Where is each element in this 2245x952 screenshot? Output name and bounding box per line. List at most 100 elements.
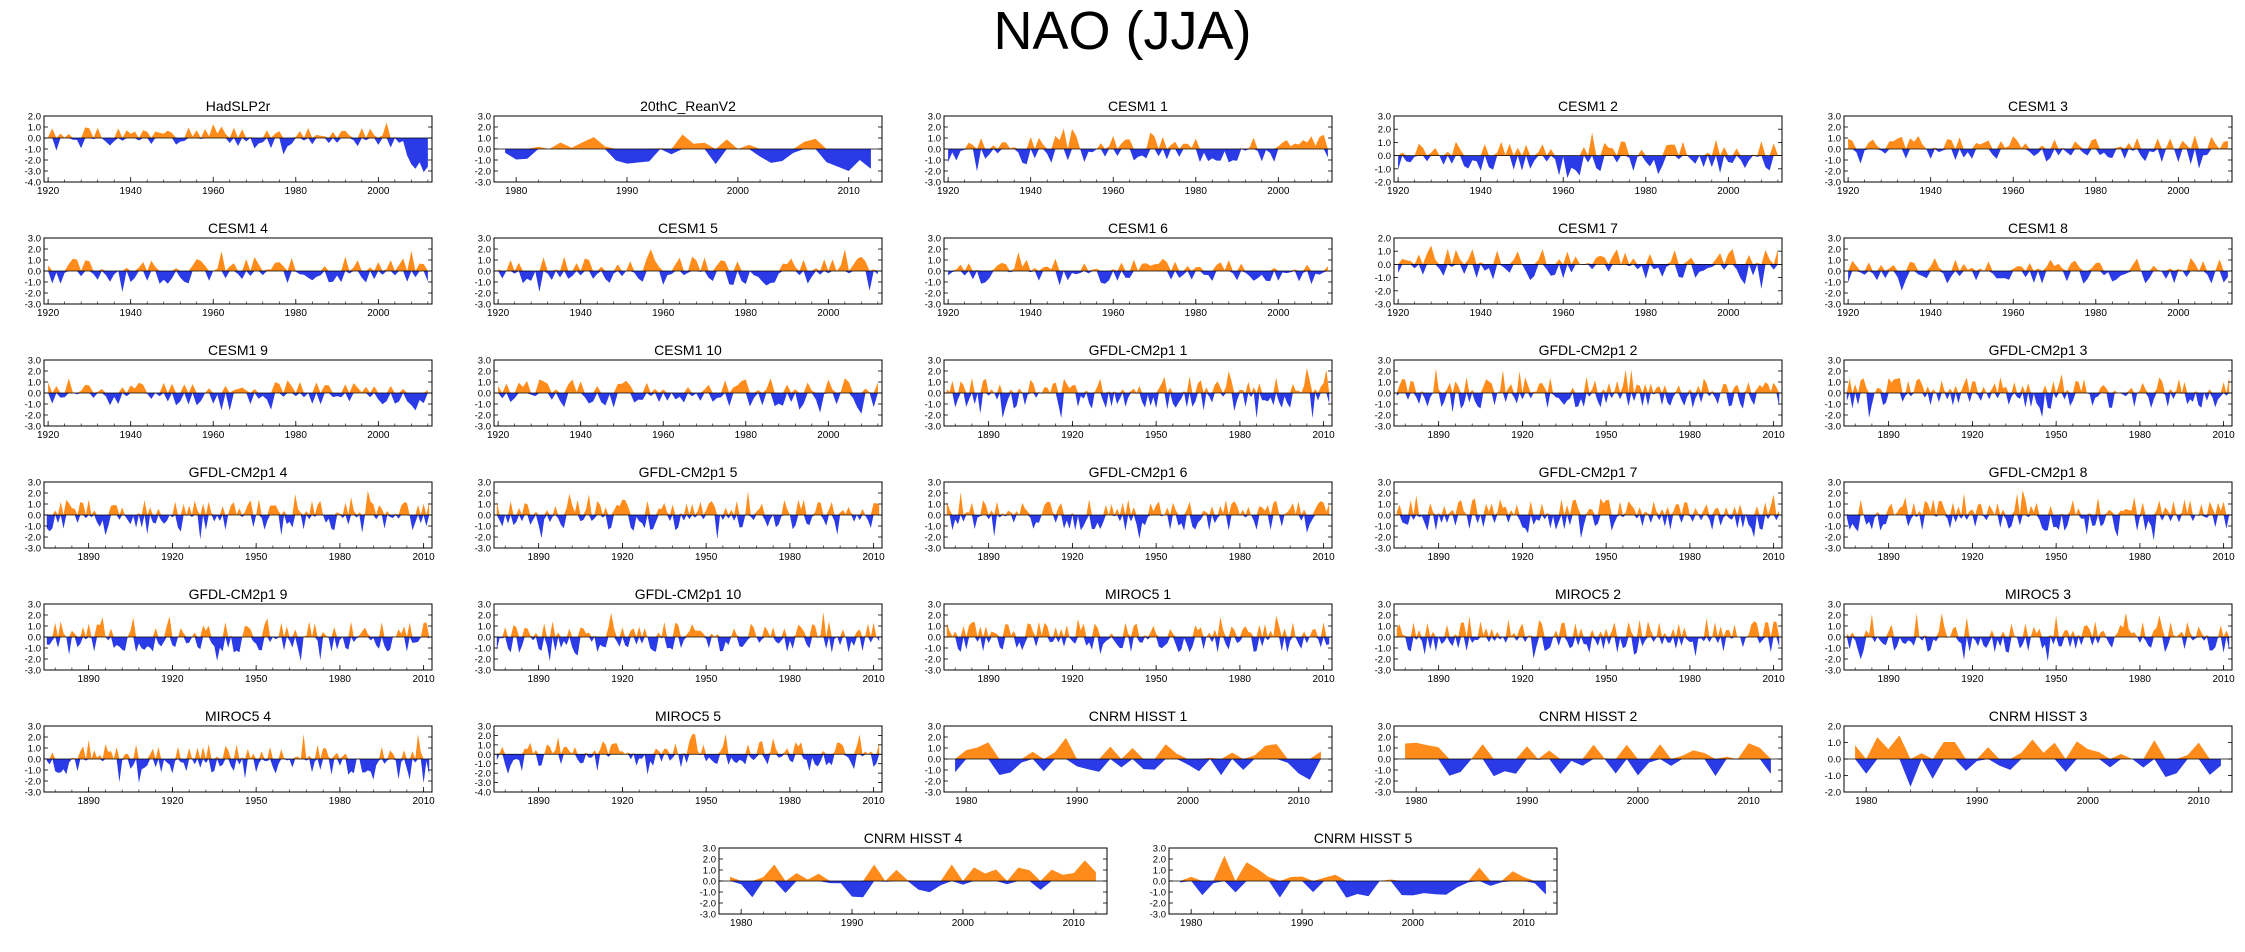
y-tick-label: 2.0 xyxy=(928,611,941,622)
y-tick-label: 2.0 xyxy=(703,855,716,866)
y-tick-label: -1.0 xyxy=(925,278,941,289)
x-tick-label: 2000 xyxy=(952,918,975,929)
y-tick-label: 0.0 xyxy=(1828,389,1841,400)
positive-area xyxy=(1398,132,1778,156)
y-tick-label: -3.0 xyxy=(1825,300,1841,311)
x-tick-label: 1920 xyxy=(37,186,60,197)
y-tick-label: 1.0 xyxy=(1378,138,1391,149)
x-tick-label: 2010 xyxy=(863,796,886,807)
y-tick-label: -2.0 xyxy=(25,289,41,300)
y-tick-label: -2.0 xyxy=(25,777,41,788)
positive-area xyxy=(948,252,1328,271)
y-tick-label: -3.0 xyxy=(1825,422,1841,433)
y-tick-label: -3.0 xyxy=(25,300,41,311)
y-tick-label: 0.0 xyxy=(928,511,941,522)
x-tick-label: 1960 xyxy=(652,308,675,319)
x-tick-label: 1920 xyxy=(487,430,510,441)
y-tick-label: 3.0 xyxy=(478,112,491,123)
negative-area xyxy=(1405,759,1771,777)
y-tick-label: -3.0 xyxy=(1375,544,1391,555)
positive-area xyxy=(48,122,428,138)
y-tick-label: 2.0 xyxy=(478,489,491,500)
x-tick-label: 1960 xyxy=(2002,308,2025,319)
panel-chart: 3.02.01.00.0-1.0-2.0-3.0 1890 1920 1950 1980… xyxy=(1825,478,2236,564)
x-tick-label: 1960 xyxy=(1552,186,1575,197)
x-tick-label: 1940 xyxy=(1470,308,1493,319)
y-tick-label: 0.0 xyxy=(478,267,491,278)
x-tick-label: 2010 xyxy=(1763,552,1786,563)
y-tick-label: -3.0 xyxy=(925,422,941,433)
y-tick-label: 2.0 xyxy=(1828,722,1841,733)
y-tick-label: -4.0 xyxy=(475,788,491,799)
y-tick-label: -1.0 xyxy=(25,400,41,411)
y-tick-label: 3.0 xyxy=(1828,234,1841,245)
x-tick-label: 2010 xyxy=(2188,796,2211,807)
panel-chart: 2.0 1.0 0.0 -1.0 -2.0 1980 1990 2000 2010 xyxy=(1825,722,2233,807)
y-tick-label: 3.0 xyxy=(928,112,941,123)
positive-area xyxy=(1846,490,2230,515)
x-tick-label: 2000 xyxy=(2167,308,2190,319)
y-tick-label: -2.0 xyxy=(475,769,491,780)
y-tick-label: 1.0 xyxy=(28,256,41,267)
x-tick-label: 2000 xyxy=(1402,918,1425,929)
y-tick-label: 3.0 xyxy=(28,478,41,489)
panel-chart: 3.02.01.00.0-1.0-2.0-3.0 1980 1990 2000 2010 xyxy=(700,844,1108,929)
y-tick-label: -1.0 xyxy=(1375,400,1391,411)
y-tick-label: -3.0 xyxy=(475,178,491,189)
y-tick-label: 1.0 xyxy=(1378,500,1391,511)
x-tick-label: 2010 xyxy=(1313,552,1336,563)
y-tick-label: -1.0 xyxy=(25,522,41,533)
panel-gfdl-cm2p1-8: GFDL-CM2p1 8 3.0 2.0 1.0 0.0 -1.0 -2.0 -3.0 1890… xyxy=(1810,464,2236,563)
y-tick-label: 1.0 xyxy=(1378,378,1391,389)
panel-title: CESM1 5 xyxy=(658,220,718,236)
panel-miroc5-3: MIROC5 3 3.0 2.0 1.0 0.0 -1.0 -2.0 -3.0 1890 1920… xyxy=(1810,586,2236,685)
y-tick-label: 2.0 xyxy=(928,489,941,500)
negative-area xyxy=(1398,264,1778,289)
y-tick-label: -2.0 xyxy=(700,899,716,910)
y-tick-label: -1.0 xyxy=(1825,644,1841,655)
y-tick-label: 0.0 xyxy=(928,755,941,766)
y-tick-label: -2.0 xyxy=(475,533,491,544)
y-tick-label: 1.0 xyxy=(28,622,41,633)
y-tick-label: 1.0 xyxy=(928,744,941,755)
y-tick-label: -1.0 xyxy=(925,156,941,167)
panel-cesm1-9: CESM1 9 3.0 2.0 1.0 0.0 -1.0 -2.0 -3.0 1920 1940 1… xyxy=(10,342,435,441)
y-tick-label: 2.0 xyxy=(28,733,41,744)
y-tick-label: -1.0 xyxy=(925,766,941,777)
panel-cesm1-7: CESM1 7 2.0 1.0 0.0 -1.0 -2.0 -3.0 1920 1940 1960… xyxy=(1360,220,1785,319)
positive-area xyxy=(948,128,1328,149)
negative-area xyxy=(946,637,1330,655)
panel-title: GFDL-CM2p1 2 xyxy=(1538,342,1638,358)
y-tick-label: -2.0 xyxy=(25,655,41,666)
panel-chart: 3.02.01.00.0-1.0-2.0-3.0 1890 1920 1950 1980… xyxy=(25,722,436,808)
y-tick-label: -1.0 xyxy=(700,888,716,899)
panel-gfdl-cm2p1-9: GFDL-CM2p1 9 3.0 2.0 1.0 0.0 -1.0 -2.0 -3.0 1890… xyxy=(10,586,436,685)
x-tick-label: 2010 xyxy=(413,552,436,563)
x-tick-label: 1980 xyxy=(2129,552,2152,563)
panel-title: GFDL-CM2p1 3 xyxy=(1988,342,2088,358)
y-tick-label: -1.0 xyxy=(1825,156,1841,167)
x-tick-label: 1940 xyxy=(1020,186,1043,197)
panel-chart: 3.02.01.00.0-1.0-2.0-3.0 1890 1920 1950 1980… xyxy=(1375,478,1786,564)
x-tick-label: 2010 xyxy=(1313,430,1336,441)
plot-frame xyxy=(43,115,433,183)
x-tick-label: 1920 xyxy=(1961,552,1984,563)
y-tick-label: -3.0 xyxy=(25,544,41,555)
positive-area xyxy=(48,378,428,393)
panel-hadslp2r: HadSLP2r 2.0 1.0 0.0 -1.0 -2.0 -3.0 -4.0 1920 194… xyxy=(10,98,435,197)
x-tick-label: 1960 xyxy=(1102,186,1125,197)
y-tick-label: -2.0 xyxy=(925,289,941,300)
y-tick-label: -3.0 xyxy=(475,300,491,311)
x-tick-label: 1980 xyxy=(2129,430,2152,441)
negative-area xyxy=(1396,393,1780,413)
x-tick-label: 2000 xyxy=(367,308,390,319)
x-tick-label: 1920 xyxy=(161,552,184,563)
panel-gfdl-cm2p1-7: GFDL-CM2p1 7 3.0 2.0 1.0 0.0 -1.0 -2.0 -3.0 1890… xyxy=(1360,464,1786,563)
panel-20thc-reanv2: 20thC_ReanV2 3.0 2.0 1.0 0.0 -1.0 -2.0 -3.0 1980… xyxy=(460,98,885,197)
x-tick-label: 1980 xyxy=(1185,308,1208,319)
x-tick-label: 1980 xyxy=(285,308,308,319)
y-tick-label: -2.0 xyxy=(25,411,41,422)
x-tick-label: 1990 xyxy=(1516,796,1539,807)
y-tick-label: 2.0 xyxy=(28,489,41,500)
